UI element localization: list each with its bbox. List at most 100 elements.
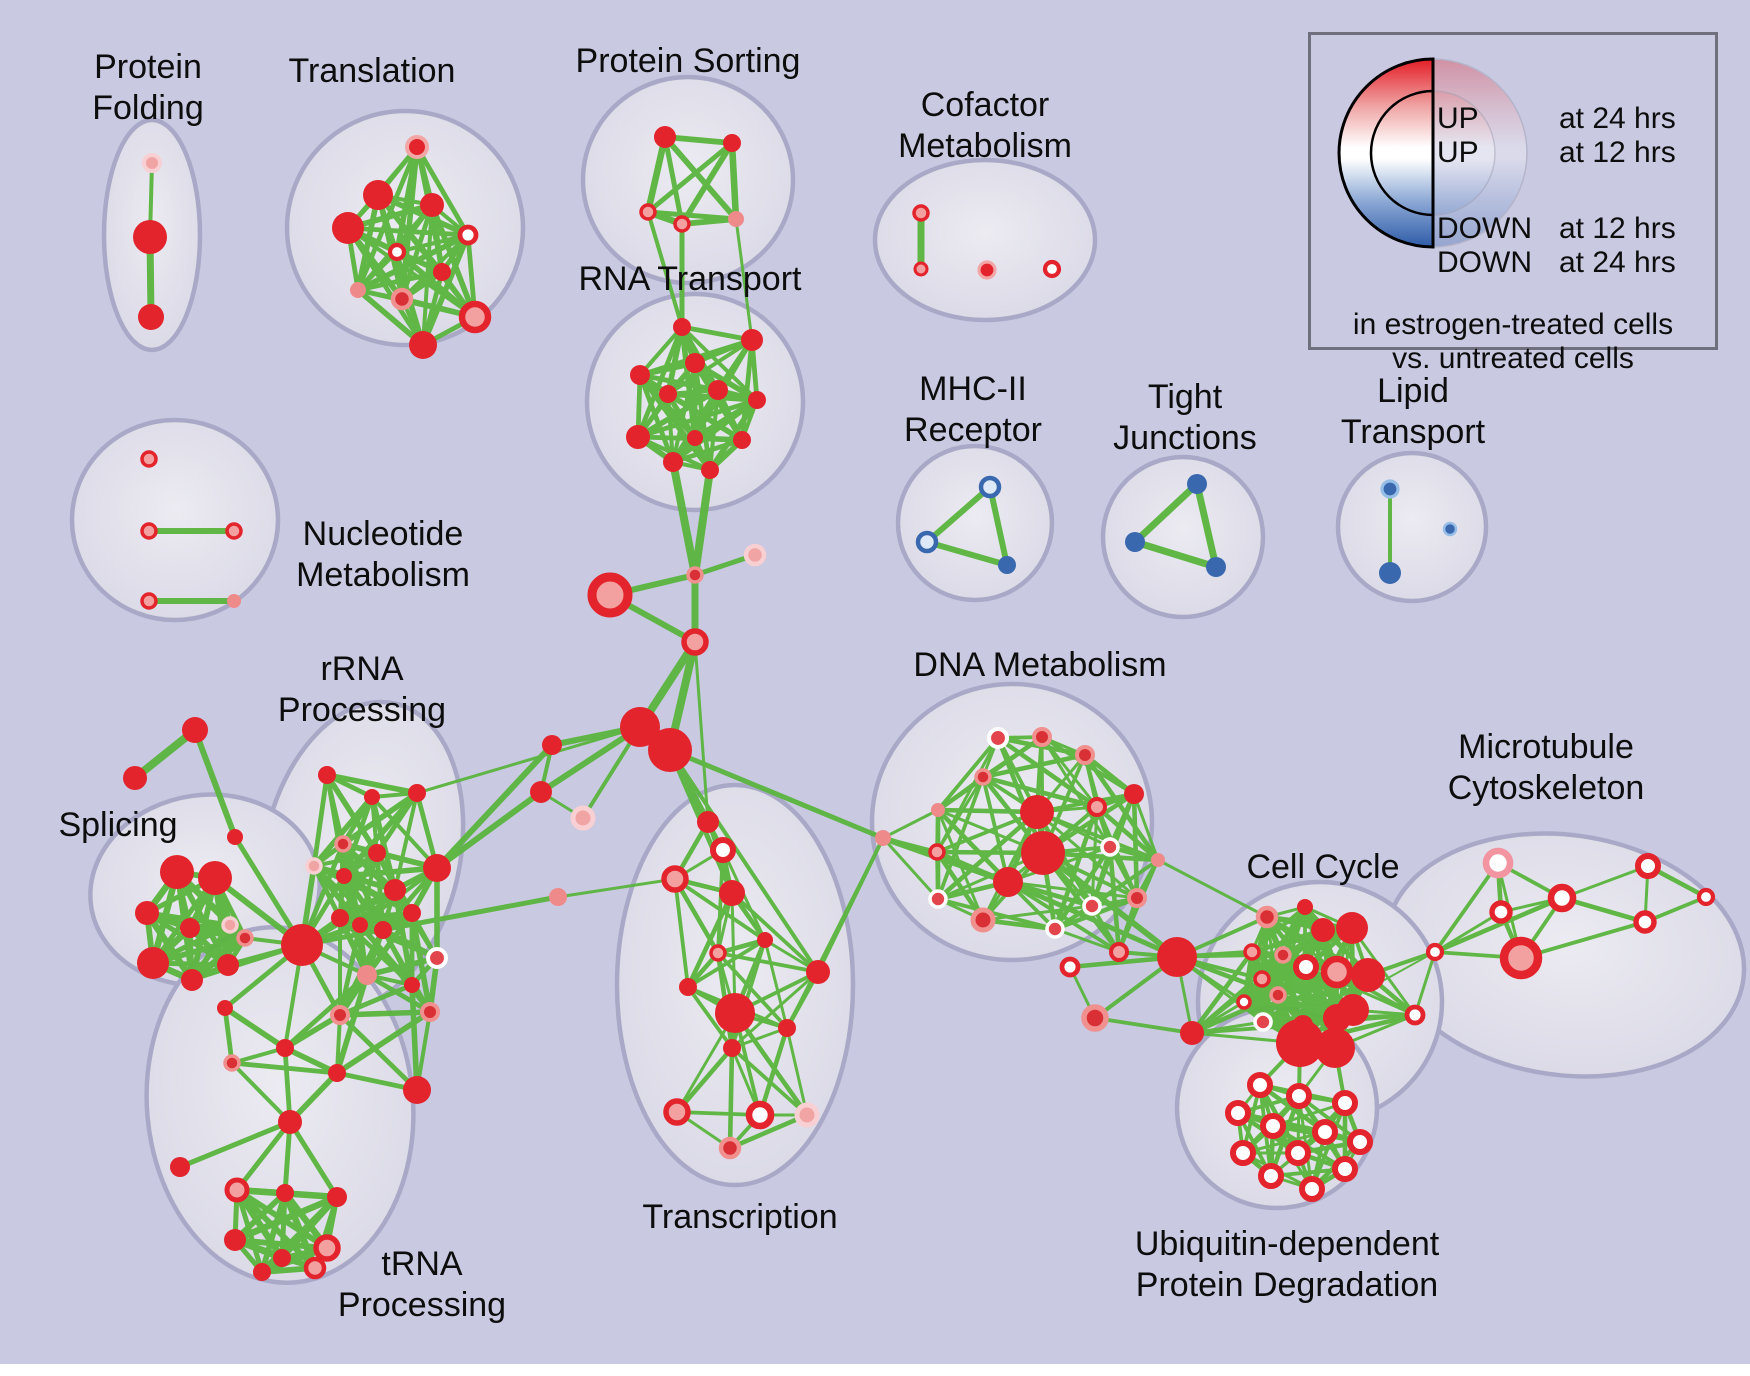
gene-node-protein-folding[interactable] <box>138 304 164 330</box>
gene-node-protein-folding[interactable] <box>142 153 162 173</box>
gene-node-splicing[interactable] <box>217 954 239 976</box>
gene-node-splicing[interactable] <box>137 947 169 979</box>
gene-node-dna-metabolism[interactable] <box>1151 853 1165 867</box>
gene-node-microtubule-cytoskeleton[interactable] <box>1499 936 1543 980</box>
gene-node-rrna-processing[interactable] <box>364 789 380 805</box>
gene-node-ubiquitin-degradation[interactable] <box>1230 1140 1256 1166</box>
gene-node-rrna-processing[interactable] <box>318 766 336 784</box>
gene-node-rrna-processing[interactable] <box>217 1000 233 1016</box>
gene-node-rrna-processing[interactable] <box>336 868 352 884</box>
gene-node-rna-transport[interactable] <box>630 365 650 385</box>
gene-node-cell-cycle[interactable] <box>1243 943 1261 961</box>
gene-node-translation[interactable] <box>405 135 429 159</box>
gene-node-rna-transport[interactable] <box>685 353 705 373</box>
gene-node-translation[interactable] <box>409 331 437 359</box>
gene-node-rrna-processing[interactable] <box>170 1157 190 1177</box>
gene-node-trna-processing[interactable] <box>276 1184 294 1202</box>
gene-node-cell-cycle[interactable] <box>1255 905 1279 929</box>
gene-node-mhc-ii-receptor[interactable] <box>978 475 1002 499</box>
gene-node-rrna-processing[interactable] <box>278 1110 302 1134</box>
gene-node-tight-junctions[interactable] <box>1187 474 1207 494</box>
gene-node-dna-metabolism[interactable] <box>1100 837 1120 857</box>
gene-node-transcription[interactable] <box>723 1039 741 1057</box>
gene-node-cell-cycle[interactable] <box>1253 1012 1273 1032</box>
gene-node-dna-metabolism[interactable] <box>1124 784 1144 804</box>
gene-node-connector[interactable] <box>570 805 596 831</box>
gene-node-transcription[interactable] <box>709 944 727 962</box>
gene-node-connector[interactable] <box>681 628 709 656</box>
gene-node-dna-metabolism[interactable] <box>1109 942 1129 962</box>
gene-node-cell-cycle[interactable] <box>1404 1004 1426 1026</box>
gene-node-lipid-transport[interactable] <box>1380 479 1400 499</box>
gene-node-connector[interactable] <box>875 830 891 846</box>
gene-node-transcription[interactable] <box>778 1019 796 1037</box>
gene-node-protein-sorting[interactable] <box>723 134 741 152</box>
gene-node-connector[interactable] <box>743 543 767 567</box>
gene-node-transcription[interactable] <box>679 978 697 996</box>
gene-node-rna-transport[interactable] <box>673 318 691 336</box>
gene-node-cell-cycle[interactable] <box>1311 918 1335 942</box>
gene-node-splicing[interactable] <box>198 861 232 895</box>
gene-node-translation[interactable] <box>420 193 444 217</box>
gene-node-cell-cycle[interactable] <box>1059 956 1081 978</box>
gene-node-dna-metabolism[interactable] <box>1020 795 1054 829</box>
gene-node-translation[interactable] <box>457 224 479 246</box>
gene-node-rrna-processing[interactable] <box>328 1064 346 1082</box>
gene-node-cofactor-metabolism[interactable] <box>977 260 997 280</box>
gene-node-microtubule-cytoskeleton[interactable] <box>1489 900 1513 924</box>
gene-node-microtubule-cytoskeleton[interactable] <box>1635 853 1661 879</box>
gene-node-rna-transport[interactable] <box>741 329 763 351</box>
gene-node-dna-metabolism[interactable] <box>970 907 996 933</box>
gene-node-ubiquitin-degradation[interactable] <box>1247 1072 1273 1098</box>
gene-node-transcription[interactable] <box>663 1098 691 1126</box>
gene-node-ubiquitin-degradation[interactable] <box>1286 1083 1312 1109</box>
gene-node-cell-cycle[interactable] <box>1351 958 1385 992</box>
gene-node-dna-metabolism[interactable] <box>928 889 948 909</box>
gene-node-ubiquitin-degradation[interactable] <box>1332 1090 1358 1116</box>
gene-node-transcription[interactable] <box>661 865 689 893</box>
gene-node-splicing[interactable] <box>160 855 194 889</box>
gene-node-trna-processing[interactable] <box>303 1256 327 1280</box>
gene-node-nucleotide-metabolism[interactable] <box>140 522 158 540</box>
gene-node-rna-transport[interactable] <box>748 391 766 409</box>
gene-node-cell-cycle[interactable] <box>1297 899 1313 915</box>
gene-node-transcription[interactable] <box>718 1136 742 1160</box>
gene-node-trna-processing[interactable] <box>253 1263 271 1281</box>
gene-node-cofactor-metabolism[interactable] <box>912 204 930 222</box>
gene-node-mhc-ii-receptor[interactable] <box>915 530 939 554</box>
gene-node-connector[interactable] <box>123 766 147 790</box>
gene-node-rna-transport[interactable] <box>687 430 703 446</box>
gene-node-translation[interactable] <box>458 300 492 334</box>
gene-node-transcription[interactable] <box>549 888 567 906</box>
gene-node-transcription[interactable] <box>715 993 755 1033</box>
gene-node-rna-transport[interactable] <box>626 425 650 449</box>
gene-node-cell-cycle[interactable] <box>1269 986 1287 1004</box>
gene-node-trna-processing[interactable] <box>313 1234 341 1262</box>
gene-node-tight-junctions[interactable] <box>1125 532 1145 552</box>
gene-node-protein-sorting[interactable] <box>673 215 691 233</box>
gene-node-rrna-processing[interactable] <box>357 965 377 985</box>
gene-node-mhc-ii-receptor[interactable] <box>998 556 1016 574</box>
gene-node-connector[interactable] <box>530 781 552 803</box>
gene-node-rrna-processing[interactable] <box>223 1054 241 1072</box>
gene-node-rrna-processing[interactable] <box>281 924 323 966</box>
gene-node-trna-processing[interactable] <box>273 1249 291 1267</box>
gene-node-transcription[interactable] <box>697 811 719 833</box>
gene-node-rrna-processing[interactable] <box>331 909 349 927</box>
gene-node-rna-transport[interactable] <box>663 452 683 472</box>
gene-node-dna-metabolism[interactable] <box>1021 831 1065 875</box>
gene-node-microtubule-cytoskeleton[interactable] <box>1547 883 1577 913</box>
gene-node-rna-transport[interactable] <box>733 431 751 449</box>
gene-node-transcription[interactable] <box>719 880 745 906</box>
gene-node-rrna-processing[interactable] <box>330 1005 350 1025</box>
gene-node-ubiquitin-degradation[interactable] <box>1285 1140 1311 1166</box>
gene-node-tight-junctions[interactable] <box>1206 557 1226 577</box>
gene-node-lipid-transport[interactable] <box>1379 562 1401 584</box>
gene-node-cell-cycle[interactable] <box>1236 994 1252 1010</box>
gene-node-protein-sorting[interactable] <box>639 203 657 221</box>
gene-node-translation[interactable] <box>433 263 451 281</box>
gene-node-ubiquitin-degradation[interactable] <box>1312 1119 1338 1145</box>
gene-node-transcription[interactable] <box>806 960 830 984</box>
gene-node-connector[interactable] <box>542 735 562 755</box>
gene-node-rrna-processing[interactable] <box>374 921 392 939</box>
